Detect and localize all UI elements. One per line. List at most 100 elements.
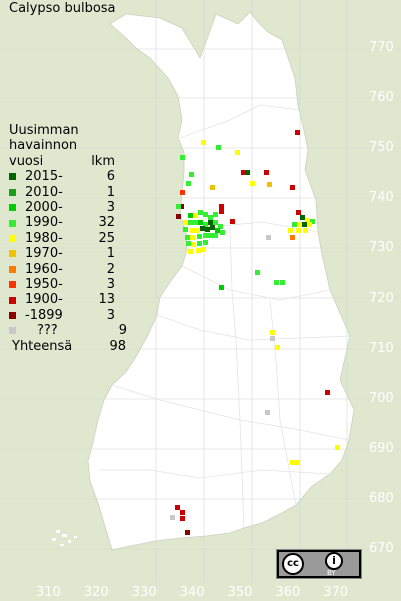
legend-count: 2 (106, 261, 115, 277)
observation-square (280, 280, 285, 285)
observation-square (288, 228, 293, 233)
observation-square (241, 170, 246, 175)
observation-square (213, 212, 218, 217)
x-tick-label: 360 (275, 585, 301, 600)
observation-square (193, 213, 198, 218)
observation-square (180, 155, 185, 160)
observation-square (270, 330, 275, 335)
observation-square (196, 248, 201, 253)
observation-square (208, 215, 213, 220)
y-tick-label: 720 (369, 290, 394, 306)
observation-square (183, 220, 188, 225)
observation-square (203, 212, 208, 217)
observation-square (310, 219, 315, 224)
observation-square (198, 210, 203, 215)
map-title: Calypso bulbosa (9, 1, 116, 16)
legend-count-header: lkm (91, 153, 115, 169)
observation-square (264, 170, 269, 175)
observation-square (230, 219, 235, 224)
cc-icon: cc (282, 553, 304, 575)
observation-square (270, 336, 275, 341)
observation-square (176, 214, 181, 219)
legend-year-label: 1900- (25, 292, 63, 308)
observation-square (266, 235, 271, 240)
observation-square (188, 220, 193, 225)
observation-square (265, 410, 270, 415)
y-tick-label: 670 (369, 541, 394, 556)
legend-year-header: vuosi (9, 153, 44, 169)
legend-row: -1899 3 (9, 308, 127, 323)
y-tick-label: 710 (369, 340, 394, 356)
y-tick-label: 700 (369, 390, 394, 406)
observation-square (274, 280, 279, 285)
legend-count: 3 (106, 276, 115, 292)
grid (0, 0, 401, 583)
legend-row: 1970- 1 (9, 246, 127, 261)
observation-square (195, 228, 200, 233)
observation-square (191, 242, 196, 247)
legend-count: 6 (106, 169, 115, 185)
legend-swatch (9, 265, 16, 273)
observation-square (219, 204, 224, 209)
legend-count: 32 (98, 215, 115, 231)
observation-square (197, 241, 202, 246)
legend-swatch (9, 281, 16, 289)
observation-square (213, 220, 218, 225)
observation-square (220, 230, 225, 235)
observation-square (219, 285, 224, 290)
x-tick-label: 370 (323, 585, 349, 600)
legend-year-label: 1990- (25, 215, 63, 231)
observation-square (296, 228, 301, 233)
legend-year-label: -1899 (25, 307, 63, 323)
observation-square (170, 515, 175, 520)
y-tick-label: 770 (369, 40, 394, 55)
legend-total-label: Yhteensä (12, 338, 73, 354)
x-tick-label: 340 (179, 585, 205, 600)
aland-islands (52, 530, 77, 546)
y-tick-label: 750 (369, 140, 394, 156)
observation-square (176, 204, 181, 209)
observation-square (180, 190, 185, 195)
legend-header-line-2: havainnon (9, 138, 78, 154)
observation-square (200, 226, 205, 231)
legend-year-label: 1960- (25, 261, 63, 277)
legend-year-label: ??? (37, 323, 58, 339)
legend-count: 1 (106, 184, 115, 200)
observation-square (203, 240, 208, 245)
observation-square (197, 234, 202, 239)
legend-row: 1980- 25 (9, 231, 127, 246)
legend-swatch (9, 250, 16, 258)
observation-square (175, 505, 180, 510)
legend-header-line-1: Uusimman (9, 123, 79, 138)
observation-square (218, 224, 223, 229)
legend-count: 1 (106, 246, 115, 262)
legend-row: 1960- 2 (9, 262, 127, 277)
x-tick-label: 320 (83, 585, 109, 600)
legend-row: 2010- 1 (9, 185, 127, 200)
legend-swatch (9, 173, 16, 181)
observation-square (203, 222, 208, 227)
legend-swatch (9, 296, 16, 304)
legend-swatch (9, 204, 16, 212)
observation-square (295, 460, 300, 465)
observation-square (180, 516, 185, 521)
observation-square (307, 222, 312, 227)
observation-square (205, 227, 210, 232)
observation-square (193, 220, 198, 225)
observation-square (235, 150, 240, 155)
observation-square (185, 530, 190, 535)
observation-square (183, 227, 188, 232)
legend-swatch (9, 188, 16, 196)
legend-total-count: 98 (109, 338, 126, 354)
legend-row: 1950- 3 (9, 277, 127, 292)
observation-square (216, 145, 221, 150)
observation-square (188, 213, 193, 218)
observation-square (190, 235, 195, 240)
observation-square (179, 204, 184, 209)
legend-count: 25 (98, 230, 115, 246)
observation-square (189, 172, 194, 177)
observation-square (292, 222, 297, 227)
legend-year-label: 2010- (25, 184, 63, 200)
legend-year-label: 1950- (25, 276, 63, 292)
